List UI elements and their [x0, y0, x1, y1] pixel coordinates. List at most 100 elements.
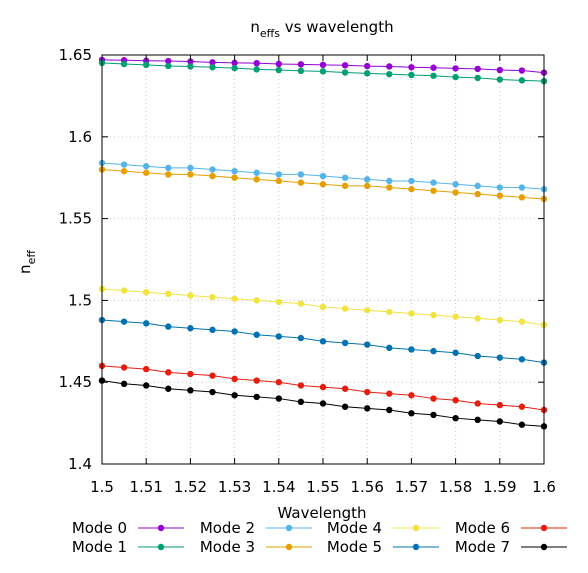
data-point	[231, 174, 238, 181]
data-point	[408, 346, 415, 353]
data-point	[364, 307, 371, 314]
x-tick-label: 1.56	[350, 478, 383, 496]
data-point	[209, 166, 216, 173]
chart-title: neffs vs wavelength	[250, 18, 393, 40]
data-point	[496, 354, 503, 361]
data-point	[386, 177, 393, 185]
data-point	[319, 68, 327, 75]
data-point	[364, 341, 371, 348]
data-point	[474, 190, 481, 198]
legend-item: Mode 5	[327, 538, 439, 556]
data-point	[408, 410, 415, 417]
y-tick-label: 1.5	[68, 291, 92, 309]
legend-marker	[157, 524, 165, 532]
data-point	[120, 380, 128, 388]
data-point	[120, 60, 128, 68]
data-point	[297, 171, 305, 178]
data-point	[209, 372, 216, 379]
data-point	[275, 395, 282, 402]
data-point	[187, 171, 194, 178]
data-point	[297, 67, 305, 75]
data-point	[341, 339, 349, 347]
chart-title-rest: vs wavelength	[280, 18, 394, 36]
legend-label: Mode 1	[72, 538, 127, 556]
data-point	[496, 418, 503, 425]
x-axis-label: Wavelength	[278, 504, 367, 522]
y-tick-label: 1.45	[59, 373, 92, 391]
data-point	[364, 70, 371, 77]
data-point	[518, 403, 526, 410]
data-point	[364, 388, 371, 396]
data-point	[430, 347, 437, 355]
data-point	[430, 179, 437, 186]
data-point	[253, 393, 260, 401]
data-point	[187, 292, 194, 299]
legend-marker	[412, 524, 420, 532]
y-tick-label: 1.55	[59, 210, 92, 228]
data-point	[386, 308, 393, 316]
data-point	[452, 73, 459, 81]
data-point	[297, 382, 305, 389]
data-point	[364, 62, 371, 70]
data-point	[187, 63, 194, 70]
data-point	[187, 387, 194, 394]
data-point	[408, 71, 415, 79]
data-point	[231, 167, 238, 175]
data-point	[430, 72, 437, 79]
data-point	[165, 369, 172, 376]
legend-item: Mode 6	[455, 519, 567, 537]
data-point	[474, 74, 481, 82]
data-point	[120, 167, 128, 175]
data-point	[253, 331, 260, 338]
data-point	[452, 189, 459, 196]
data-point	[452, 181, 459, 188]
y-axis-label-subscript: eff	[25, 250, 38, 265]
axis-ticks: 1.5 1.51 1.52 1.53 1.54 1.55 1.56 1.57 1.58 1.59 1…	[59, 46, 556, 496]
data-point	[408, 64, 415, 71]
data-point	[209, 293, 216, 301]
data-point	[253, 377, 260, 384]
data-point	[496, 316, 503, 324]
data-point	[341, 403, 349, 410]
data-point	[518, 356, 526, 363]
data-point	[143, 365, 150, 373]
data-point	[120, 287, 128, 294]
data-point	[297, 398, 305, 406]
data-point	[187, 370, 194, 378]
data-point	[386, 344, 393, 352]
data-point	[452, 65, 459, 72]
x-tick-label: 1.52	[174, 478, 207, 496]
series-4	[98, 285, 548, 329]
data-point	[187, 58, 194, 65]
data-point	[143, 289, 150, 296]
data-point	[386, 406, 393, 414]
data-point	[386, 70, 393, 78]
data-point	[474, 400, 481, 407]
data-point	[430, 311, 437, 319]
data-point	[253, 176, 260, 183]
data-point	[209, 59, 216, 66]
legend-item: Mode 2	[200, 519, 312, 537]
chart-title-subscript: effs	[260, 27, 280, 40]
data-point	[341, 385, 349, 392]
data-point	[143, 169, 150, 176]
data-point	[408, 185, 415, 193]
legend-item: Mode 3	[200, 538, 312, 556]
data-point	[143, 382, 150, 389]
chart-title-main: n	[250, 18, 260, 36]
data-point	[518, 194, 526, 201]
legend-item: Mode 7	[455, 538, 567, 556]
y-tick-label: 1.4	[68, 455, 92, 473]
data-point	[297, 61, 305, 68]
data-point	[209, 326, 216, 334]
data-point	[275, 177, 282, 185]
data-point	[165, 290, 172, 298]
x-tick-label: 1.53	[218, 478, 251, 496]
data-point	[341, 182, 349, 190]
data-point	[143, 320, 150, 327]
data-point	[430, 64, 437, 71]
data-point	[518, 318, 526, 325]
data-point	[231, 375, 238, 383]
data-point	[297, 300, 305, 307]
data-point	[165, 171, 172, 178]
